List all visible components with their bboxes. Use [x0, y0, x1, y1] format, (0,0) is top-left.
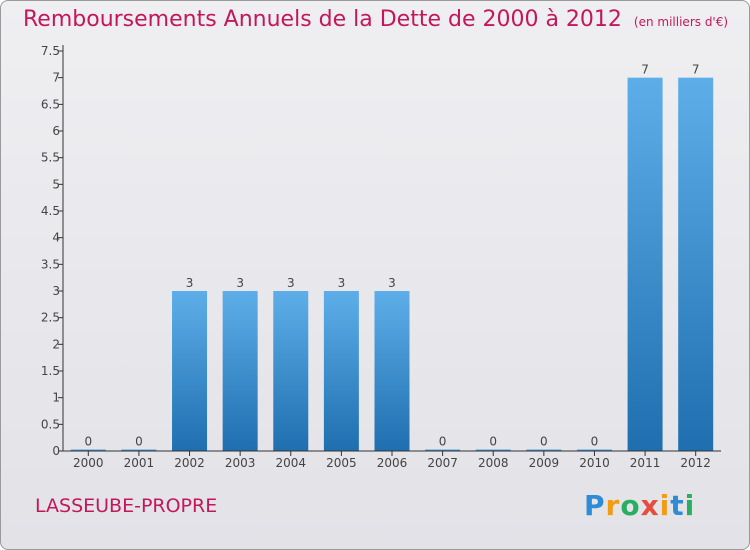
y-axis: 0 0.5 1 1.5 2 2.5 3 3.5 4 4.5 5 5.5 6 6.5 7 7.5 — [41, 44, 64, 458]
proxiti-logo: Proxiti — [584, 489, 696, 522]
bar-2011 — [627, 77, 663, 452]
y-tick-label: 0 — [52, 444, 60, 458]
data-label-2004: 3 — [287, 276, 295, 290]
bar-2010 — [576, 449, 612, 451]
y-tick-label: 2.5 — [41, 311, 60, 325]
x-tick-label: 2010 — [579, 456, 610, 470]
y-tick-label: 5 — [52, 177, 60, 191]
y-tick-label: 3 — [52, 284, 60, 298]
y-tick-label: 2 — [52, 337, 60, 351]
y-tick-label: 7 — [52, 71, 60, 85]
bar-2004 — [273, 291, 309, 451]
x-tick-label: 2001 — [124, 456, 155, 470]
chart-subtitle: (en milliers d'€) — [633, 15, 729, 29]
bar-2005 — [323, 291, 359, 451]
data-label-2008: 0 — [489, 435, 497, 449]
x-axis: 2000 2001 2002 2003 2004 2005 2006 2007 2008 2009… — [63, 450, 721, 470]
data-label-2007: 0 — [439, 435, 447, 449]
bar-2012 — [678, 77, 714, 452]
y-tick-label: 5.5 — [41, 151, 60, 165]
y-tick-label: 4 — [52, 231, 60, 245]
x-tick-label: 2009 — [529, 456, 560, 470]
y-tick-label: 6.5 — [41, 97, 60, 111]
x-tick-label: 2000 — [73, 456, 104, 470]
y-tick-label: 3.5 — [41, 257, 60, 271]
data-label-2011: 7 — [641, 63, 649, 77]
x-tick-label: 2008 — [478, 456, 509, 470]
bar-2007 — [425, 449, 461, 451]
y-tick-label: 6 — [52, 124, 60, 138]
commune-name: LASSEUBE-PROPRE — [35, 495, 218, 517]
x-tick-label: 2006 — [377, 456, 408, 470]
data-label-2010: 0 — [591, 435, 599, 449]
y-tick-label: 7.5 — [41, 44, 60, 58]
data-label-2009: 0 — [540, 435, 548, 449]
data-label-2003: 3 — [236, 276, 244, 290]
data-label-2001: 0 — [135, 435, 143, 449]
x-tick-label: 2005 — [326, 456, 357, 470]
bar-2000 — [70, 449, 106, 451]
data-label-2002: 3 — [186, 276, 194, 290]
x-tick-label: 2002 — [174, 456, 205, 470]
bar-2009 — [526, 449, 562, 451]
data-label-2006: 3 — [388, 276, 396, 290]
bars: 0 0 3 3 3 3 3 0 0 0 0 7 7 — [70, 63, 714, 452]
x-tick-label: 2004 — [275, 456, 306, 470]
x-tick-label: 2007 — [427, 456, 458, 470]
data-label-2000: 0 — [84, 435, 92, 449]
y-tick-label: 0.5 — [41, 417, 60, 431]
y-tick-label: 1 — [52, 391, 60, 405]
x-tick-label: 2003 — [225, 456, 256, 470]
bar-2002 — [172, 291, 208, 451]
y-tick-label: 1.5 — [41, 364, 60, 378]
bar-2003 — [222, 291, 258, 451]
bar-2006 — [374, 291, 410, 451]
x-tick-label: 2012 — [680, 456, 711, 470]
bar-2001 — [121, 449, 157, 451]
y-tick-label: 4.5 — [41, 204, 60, 218]
data-label-2005: 3 — [338, 276, 346, 290]
x-tick-label: 2011 — [630, 456, 661, 470]
chart-title-text: Remboursements Annuels de la Dette de 20… — [23, 7, 622, 32]
data-label-2012: 7 — [692, 63, 700, 77]
bar-2008 — [475, 449, 511, 451]
chart-title: Remboursements Annuels de la Dette de 20… — [23, 7, 728, 32]
